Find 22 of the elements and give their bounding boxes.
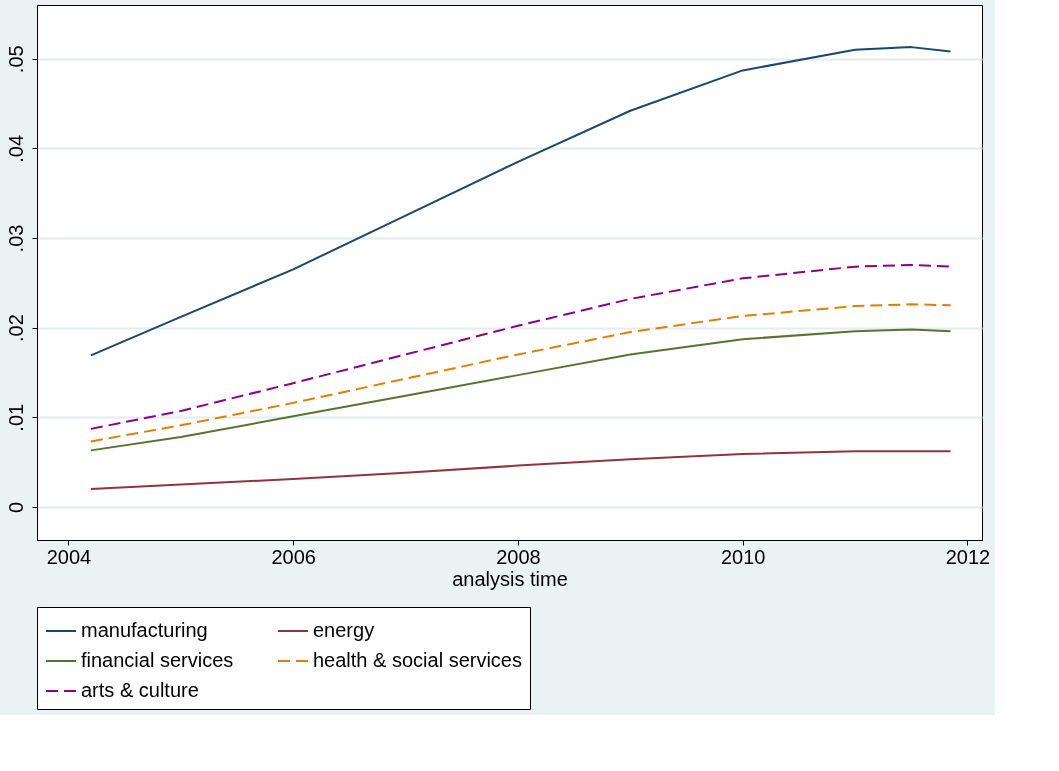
- legend-label: financial services: [81, 649, 234, 671]
- y-tick-label: .01: [4, 403, 27, 432]
- line-series: [89, 46, 952, 357]
- line-series: [89, 263, 952, 430]
- x-tick-label: 2004: [46, 545, 92, 568]
- line-series: [89, 450, 952, 490]
- legend-label: manufacturing: [81, 619, 208, 641]
- legend-label: energy: [313, 619, 375, 641]
- y-tick-label: .04: [4, 134, 27, 163]
- line-series: [89, 328, 952, 452]
- x-tick-label: 2012: [945, 545, 991, 568]
- legend-label: health & social services: [313, 649, 522, 671]
- x-tick-label: 2006: [271, 545, 316, 568]
- y-tick-label: .03: [4, 224, 27, 253]
- y-tick-label: .05: [4, 45, 27, 74]
- x-axis-title: analysis time: [452, 567, 568, 590]
- x-tick-label: 2008: [496, 545, 541, 568]
- legend-label: arts & culture: [81, 679, 199, 701]
- y-tick-label: 0: [4, 501, 27, 513]
- x-tick-label: 2010: [720, 545, 766, 568]
- line-series: [89, 303, 952, 443]
- y-tick-label: .02: [4, 314, 27, 343]
